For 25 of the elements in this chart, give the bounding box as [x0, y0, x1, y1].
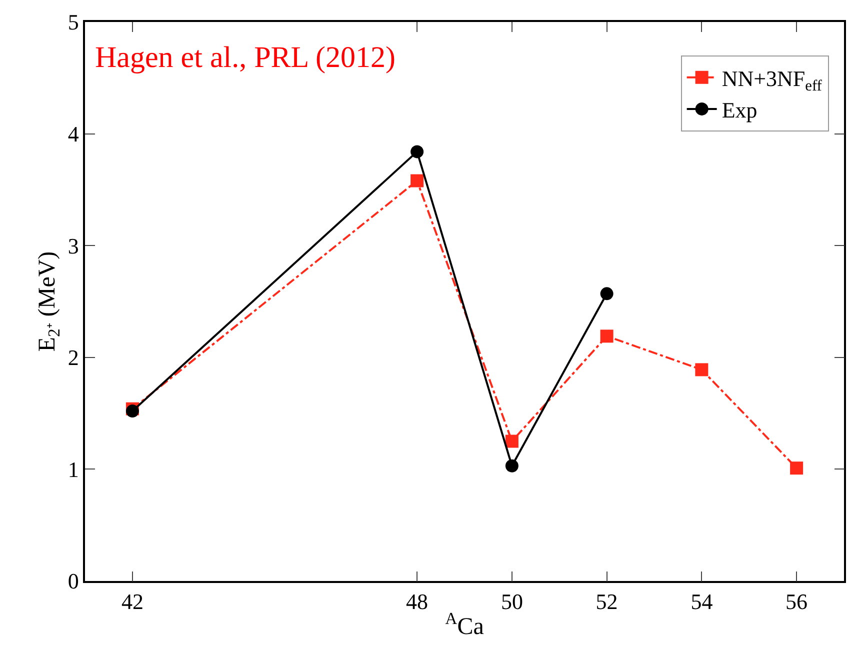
- y-tick-label: 0: [68, 568, 79, 594]
- x-tick-label: 48: [406, 589, 428, 614]
- point: [505, 459, 518, 472]
- x-tick-label: 56: [786, 589, 808, 614]
- point: [790, 462, 804, 475]
- point: [600, 330, 614, 343]
- x-tick-label: 42: [121, 589, 144, 614]
- point: [410, 145, 424, 158]
- annotation: Hagen et al., PRL (2012): [95, 41, 396, 74]
- point: [410, 174, 424, 188]
- y-tick-label: 3: [68, 233, 79, 258]
- x-tick-label: 54: [690, 589, 713, 614]
- y-tick-label: 5: [68, 10, 79, 35]
- point: [505, 434, 518, 448]
- legend-label: Exp: [722, 98, 758, 123]
- y-tick-label: 1: [68, 456, 79, 482]
- legend-label: NN+3NF$_{eff}$: [722, 66, 823, 95]
- x-tick-label: 52: [596, 589, 618, 614]
- point: [600, 287, 614, 300]
- y-tick-label: 4: [68, 122, 79, 146]
- point: [695, 363, 708, 376]
- y-tick-label: 2: [68, 345, 79, 370]
- x-tick-label: 50: [500, 589, 523, 614]
- x-axis-title: $^{A}$Ca: [445, 608, 484, 640]
- point: [126, 404, 139, 418]
